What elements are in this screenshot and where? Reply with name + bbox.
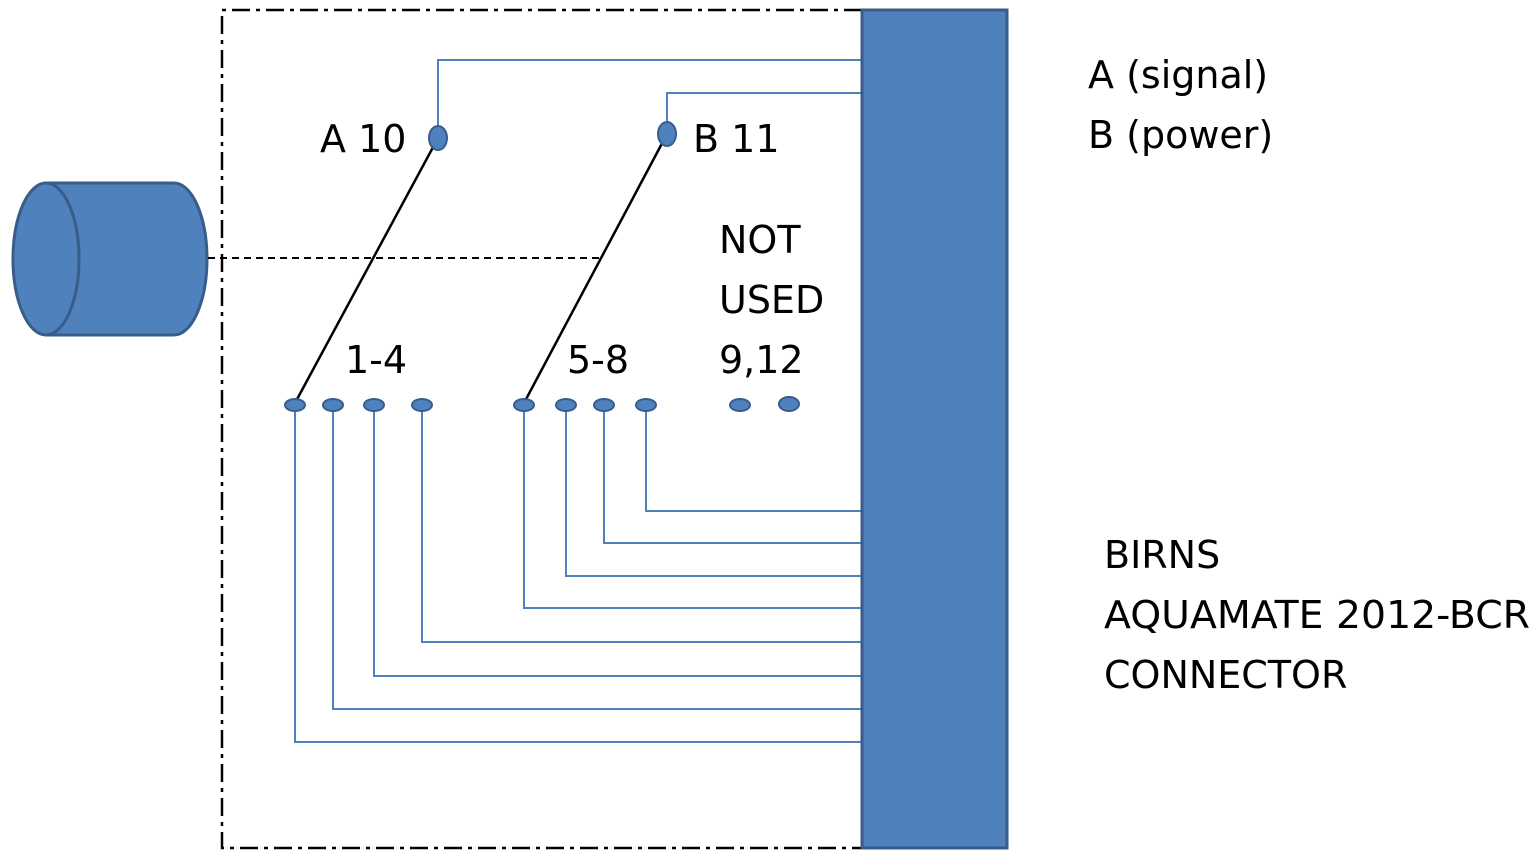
cable-cylinder-icon: [11, 181, 209, 337]
group-5-8-label: 5-8: [567, 338, 629, 382]
pin-a-label: A 10: [320, 117, 406, 161]
wire-pin-8: [645, 405, 862, 512]
wire-pin-6: [565, 405, 862, 577]
pin-b-11: [657, 121, 677, 147]
wire-pin-3: [373, 405, 862, 677]
pin-8: [635, 398, 657, 412]
pin-4: [411, 398, 433, 412]
link-a-to-group-1-4: [293, 137, 440, 404]
connector-label-line1: BIRNS: [1104, 533, 1220, 577]
pin-7: [593, 398, 615, 412]
legend-a: A (signal): [1088, 53, 1268, 97]
connector-label-line3: CONNECTOR: [1104, 653, 1347, 697]
pin-1: [284, 398, 306, 412]
wire-b: [666, 92, 862, 134]
enclosure-boundary: [220, 8, 862, 850]
pin-6: [555, 398, 577, 412]
wire-pin-2: [332, 405, 862, 710]
group-1-4-label: 1-4: [345, 338, 407, 382]
pin-9: [729, 398, 751, 412]
not-used-label-line2: USED: [719, 278, 824, 322]
not-used-pins-label: 9,12: [719, 338, 804, 382]
wires: [294, 59, 862, 743]
pin-12: [778, 396, 800, 412]
connector-label-line2: AQUAMATE 2012-BCR: [1104, 593, 1530, 637]
legend-b: B (power): [1088, 113, 1273, 157]
link-b-to-group-5-8: [522, 133, 669, 404]
wire-pin-1: [294, 405, 862, 743]
pin-5: [513, 398, 535, 412]
pin-b-label: B 11: [693, 117, 780, 161]
pin-2: [322, 398, 344, 412]
pin-3: [363, 398, 385, 412]
wire-pin-5: [523, 405, 862, 609]
wire-a: [437, 59, 862, 138]
wire-pin-4: [421, 405, 862, 643]
connector-body: [860, 8, 1009, 850]
pin-a-10: [428, 125, 448, 151]
not-used-label-line1: NOT: [719, 218, 801, 262]
wire-pin-7: [603, 405, 862, 544]
